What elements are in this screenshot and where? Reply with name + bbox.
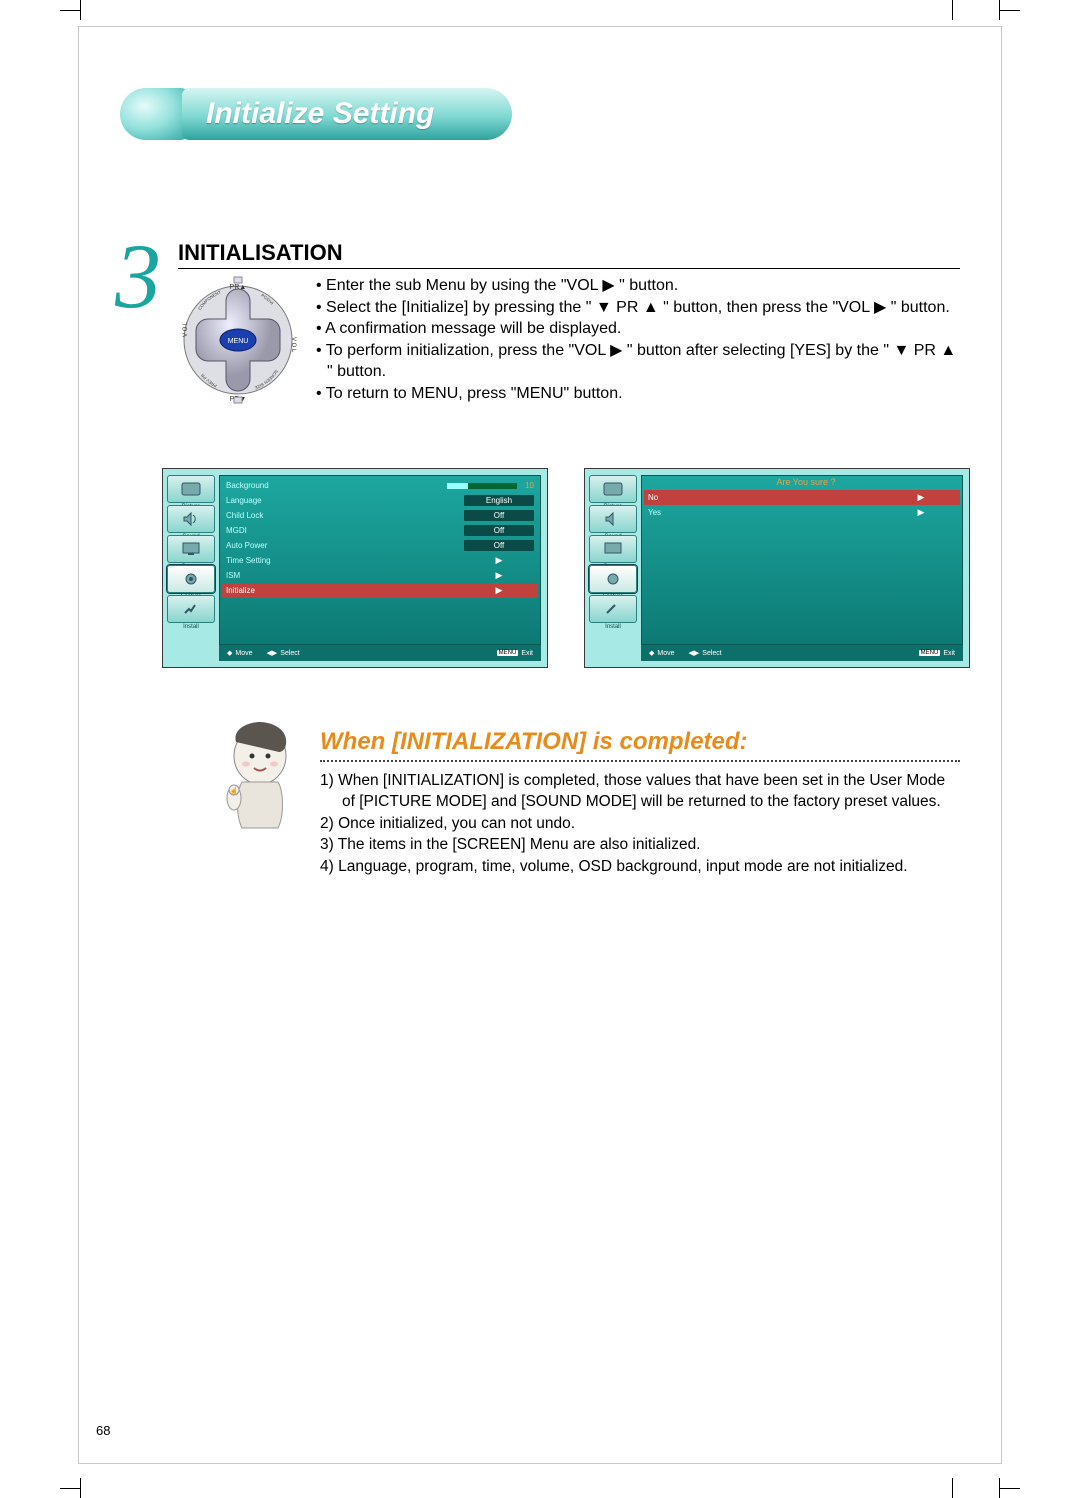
bullet: • A confirmation message will be display… [316,318,960,340]
osd-row: ISM▶ [222,568,538,583]
crop-marks-bottom [0,1478,1080,1498]
osd-sidebar: Picture Sound Screen Feature Install [163,469,219,667]
remote-dpad-icon: MENU PR▲ PR▼ V O L V O L COMPONENT PC/DV… [178,275,298,405]
osd-tab-screen: Screen [589,535,637,563]
osd-hint-move: ◆Move [227,649,253,657]
list-item: 4) Language, program, time, volume, OSD … [320,856,960,877]
step-section: 3 INITIALISATION MENU PR▲ PR▼ V O L V O … [108,240,960,405]
crop-marks-top [0,0,1080,20]
completed-list: 1) When [INITIALIZATION] is completed, t… [320,770,960,877]
bullet: • Select the [Initialize] by pressing th… [316,297,960,319]
osd-row: Child LockOff [222,508,538,523]
pill-cap [120,88,190,140]
osd-tab-feature: Feature [589,565,637,593]
osd-footer: ◆Move ◀▶Select MENUExit [219,645,541,661]
osd-row: Initialize▶ [222,583,538,598]
svg-text:V O L: V O L [290,337,296,353]
osd-menu-list: Background10LanguageEnglishChild LockOff… [219,475,541,645]
svg-text:PR▲: PR▲ [230,284,247,291]
osd-tab-sound: Sound [167,505,215,533]
osd-row: Background10 [222,478,538,493]
osd-screenshots: Picture Sound Screen Feature Install Bac… [162,468,970,668]
osd-row: MGDIOff [222,523,538,538]
step-heading: INITIALISATION [178,240,960,269]
osd-menu-list: No▶Yes▶ [641,475,963,645]
osd-sidebar: Picture Sound Screen Feature Install [585,469,641,667]
svg-text:☝: ☝ [230,786,239,795]
osd-footer: ◆Move ◀▶Select MENUExit [641,645,963,661]
list-item: 2) Once initialized, you can not undo. [320,813,960,834]
bullet: • Enter the sub Menu by using the "VOL ▶… [316,275,960,297]
step-bullets: • Enter the sub Menu by using the "VOL ▶… [316,275,960,405]
osd-tab-sound: Sound [589,505,637,533]
osd-row: Time Setting▶ [222,553,538,568]
osd-tab-picture: Picture [589,475,637,503]
osd-tab-install: Install [167,595,215,623]
osd-row: No▶ [644,490,960,505]
list-item: 1) When [INITIALIZATION] is completed, t… [320,770,960,813]
osd-confirm-dialog: Are You sure ? Picture Sound Screen Feat… [584,468,970,668]
osd-tab-feature: Feature [167,565,215,593]
osd-tab-picture: Picture [167,475,215,503]
completed-section: When [INITIALIZATION] is completed: 1) W… [320,728,960,877]
page-number: 68 [96,1423,110,1438]
osd-row: Yes▶ [644,505,960,520]
completed-heading: When [INITIALIZATION] is completed: [320,728,960,762]
osd-tab-screen: Screen [167,535,215,563]
mascot-icon: ☝ [212,720,310,838]
title-pill: Initialize Setting [120,88,512,140]
osd-confirm-title: Are You sure ? [655,477,957,487]
osd-row: LanguageEnglish [222,493,538,508]
list-item: 3) The items in the [SCREEN] Menu are al… [320,834,960,855]
remote-center-label: MENU [228,338,249,345]
bullet: • To return to MENU, press "MENU" button… [316,383,960,405]
osd-hint-select: ◀▶Select [267,649,300,657]
osd-row: Auto PowerOff [222,538,538,553]
svg-text:V O L: V O L [183,321,189,337]
page-title: Initialize Setting [182,88,512,140]
osd-feature-menu: Picture Sound Screen Feature Install Bac… [162,468,548,668]
step-number: 3 [108,240,168,405]
osd-hint-exit: MENUExit [497,650,533,657]
osd-tab-install: Install [589,595,637,623]
bullet: • To perform initialization, press the "… [316,340,960,383]
